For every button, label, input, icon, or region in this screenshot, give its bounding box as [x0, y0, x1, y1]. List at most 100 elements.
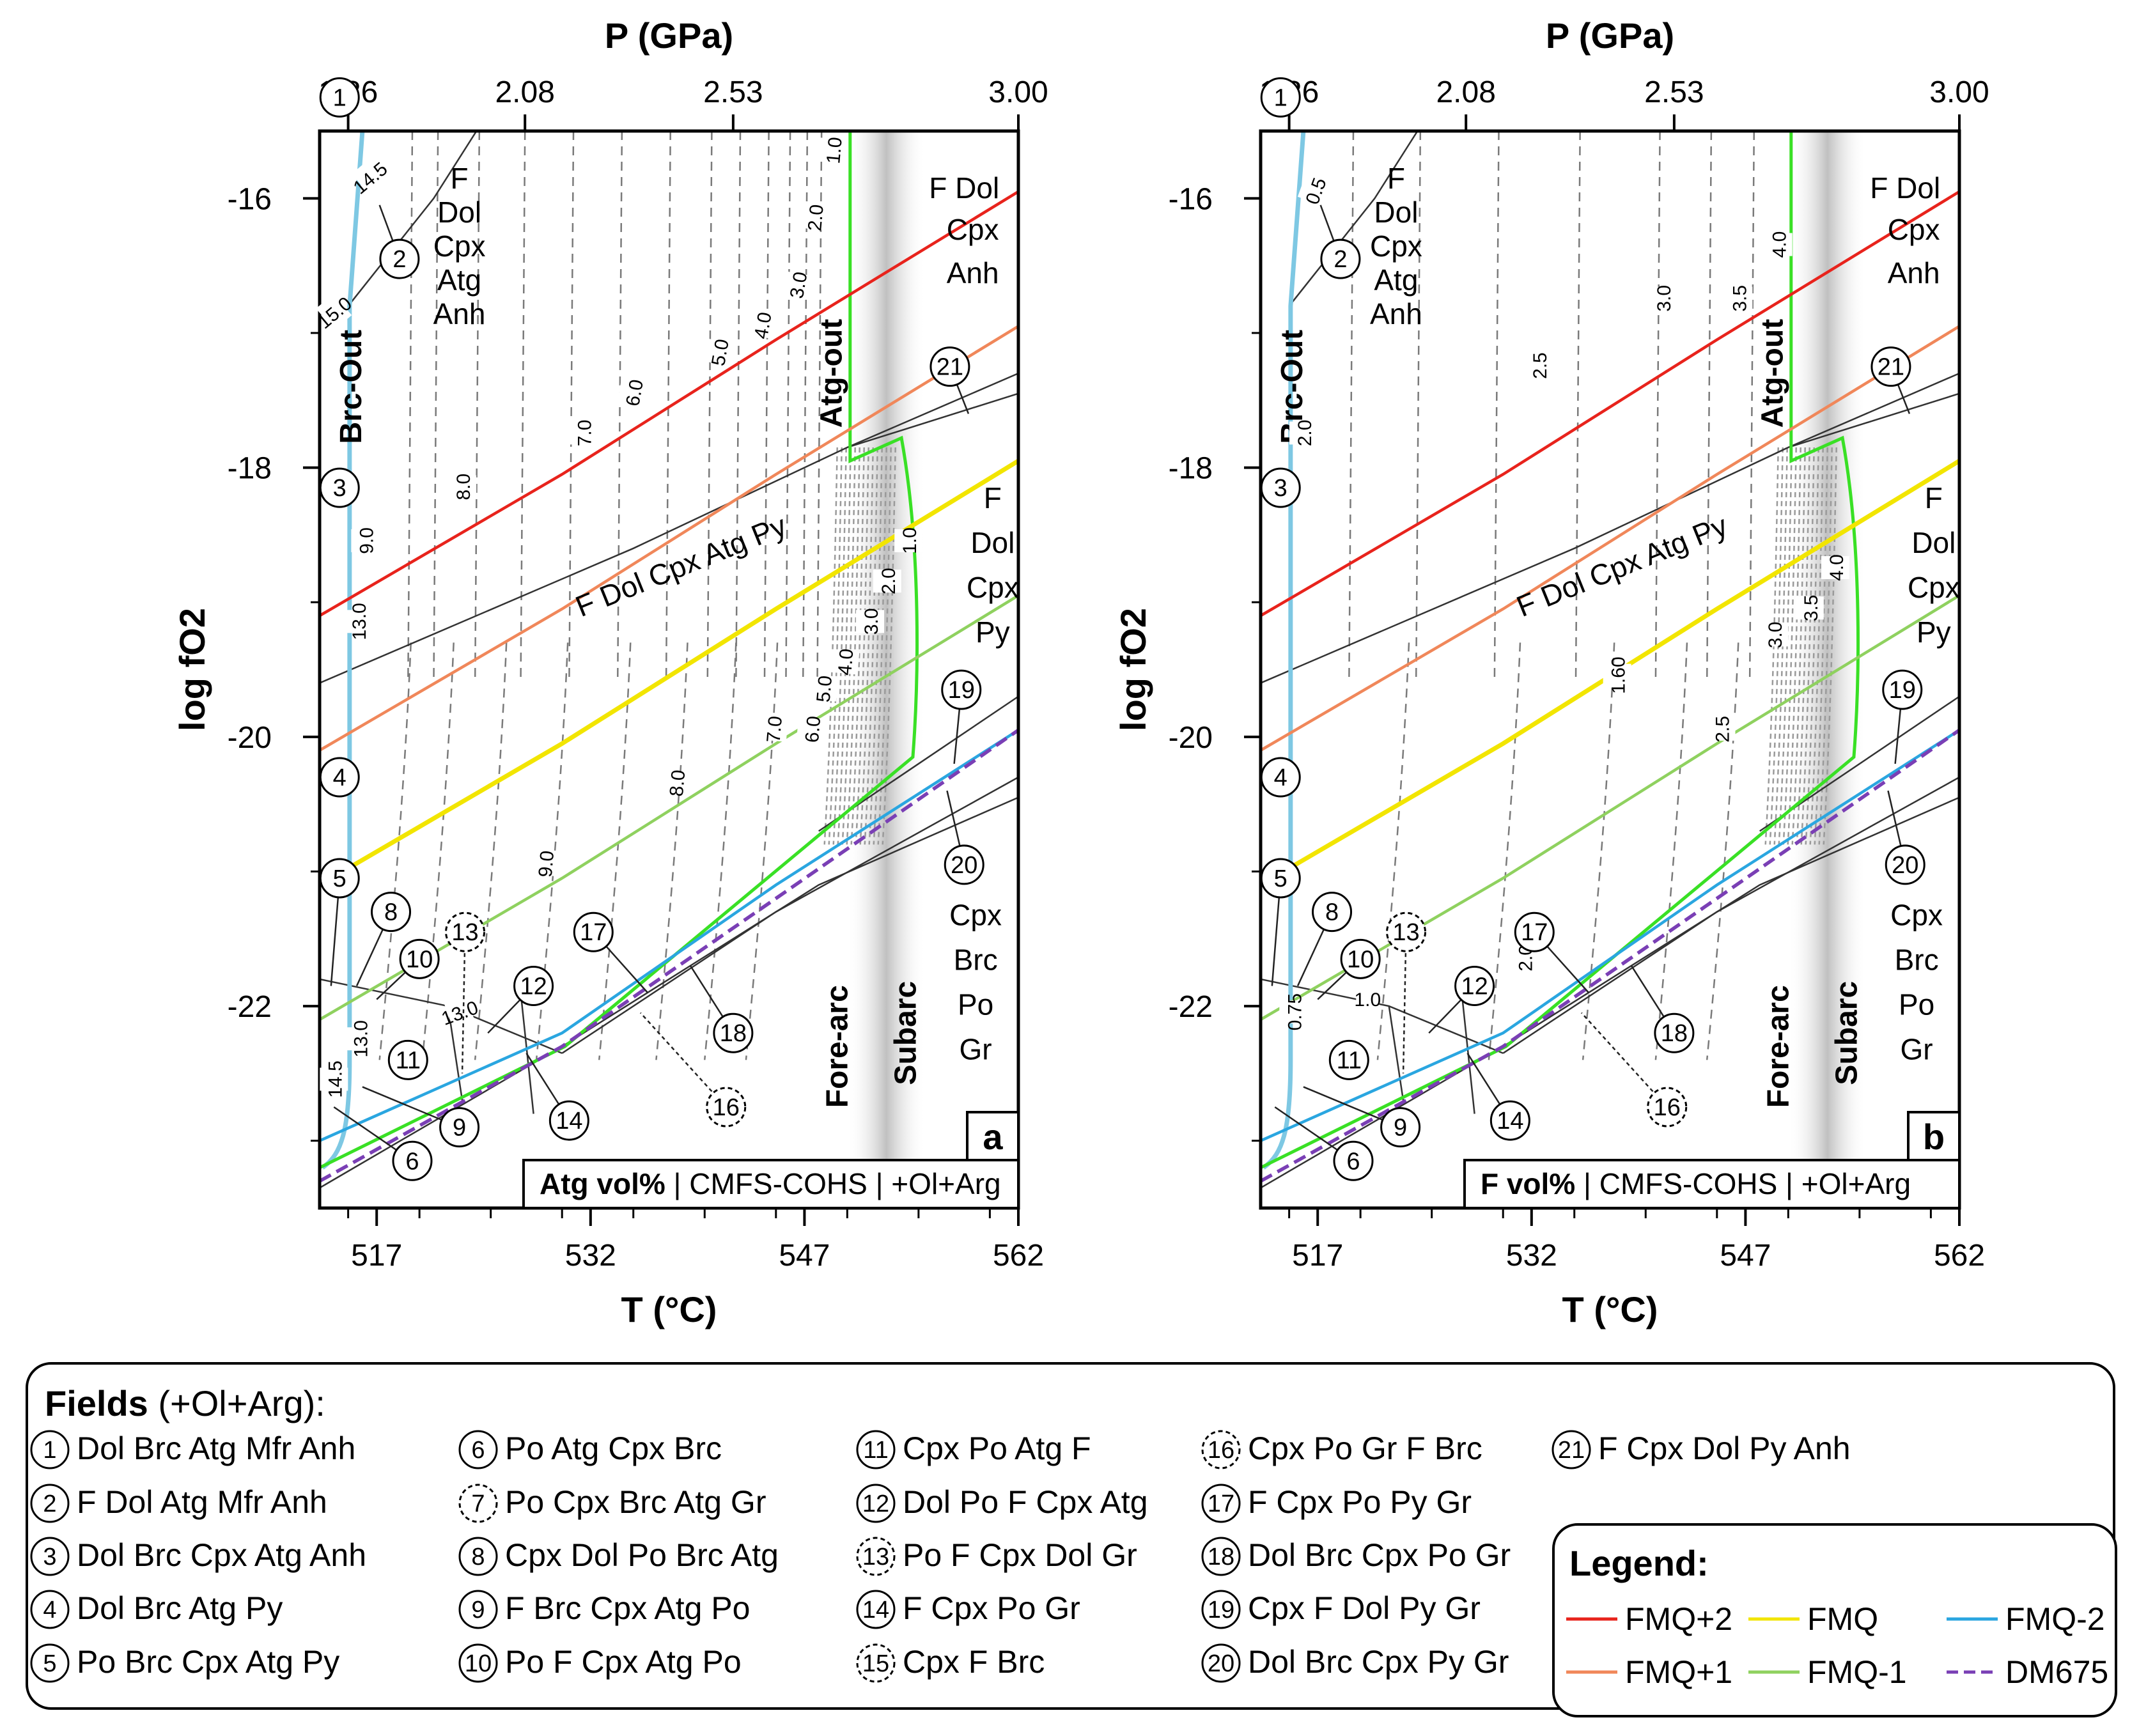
x-tick-label: 517 [351, 1239, 402, 1273]
field-label-gr: Brc [1895, 943, 1939, 977]
contour-label: 4.0 [751, 311, 776, 341]
callout-8: 8 [371, 892, 412, 933]
phase-boundary [846, 392, 1019, 449]
top-tick-label: 2.08 [495, 75, 554, 109]
fields-item-label: Cpx Po Atg F [903, 1430, 1091, 1466]
phase-boundary [1288, 130, 1419, 307]
legend-label: FMQ [1807, 1601, 1878, 1637]
contour-label: 2.5 [1530, 352, 1551, 379]
field-label-atg-anh: Dol [1374, 196, 1418, 229]
fields-item: 20 Dol Brc Cpx Py Gr [1201, 1643, 1509, 1683]
callout-leader [639, 1012, 727, 1108]
callout-circle [1871, 346, 1911, 387]
callout-number: 18 [720, 1020, 747, 1047]
callout-number: 20 [1892, 852, 1918, 879]
fields-item: 3 Dol Brc Cpx Atg Anh [30, 1537, 366, 1576]
dense-contour-line [868, 447, 883, 845]
contour-label: 4.0 [1826, 554, 1847, 581]
atg-out-label: Atg-out [814, 319, 848, 428]
fields-item: 7 Po Cpx Brc Atg Gr [458, 1484, 766, 1523]
panel-a: 5175325475621.862.082.533.00-16-18-20-22… [172, 15, 1048, 1329]
contour-label: 9.0 [535, 849, 559, 878]
fields-item: 1 Dol Brc Atg Mfr Anh [30, 1430, 355, 1469]
contour-label: 4.0 [834, 647, 858, 676]
callout-20: 20 [1885, 844, 1925, 885]
fields-item-label: Dol Brc Atg Py [77, 1590, 283, 1626]
callout-circle [1885, 844, 1925, 885]
callout-8: 8 [1312, 892, 1353, 933]
field-label-py: Cpx [1908, 571, 1960, 604]
callout-number: 18 [1661, 1020, 1688, 1047]
callout-circle [706, 1087, 747, 1128]
callout-16: 16 [1647, 1087, 1688, 1128]
dense-contour-line [1773, 447, 1788, 845]
callout-circle [1647, 1087, 1688, 1128]
legend-item: FMQ+1 [1566, 1654, 1732, 1690]
fields-item-label: Po Atg Cpx Brc [505, 1430, 722, 1466]
contour-label-bg [1510, 946, 1539, 970]
fields-item-number: 13 [862, 1544, 889, 1570]
fields-item: 13 Po F Cpx Dol Gr [856, 1537, 1137, 1576]
fields-item-label: Po F Cpx Dol Gr [903, 1537, 1137, 1573]
callout-number: 9 [453, 1115, 466, 1142]
contour-label-bg [344, 610, 373, 633]
y-axis-title: log fO2 [172, 608, 212, 731]
callout-circle [319, 858, 360, 899]
callout-leader [1402, 932, 1407, 1074]
x-tick-label: 532 [1506, 1239, 1557, 1273]
callout-10: 10 [399, 938, 440, 979]
contour-label-bg [1297, 174, 1332, 206]
field-label-py: Py [976, 616, 1010, 649]
fields-item-circle [856, 1590, 896, 1629]
callout-14: 14 [1490, 1100, 1530, 1141]
fields-item-label: Cpx F Dol Py Gr [1248, 1590, 1481, 1626]
fields-item-label: F Cpx Dol Py Anh [1598, 1430, 1851, 1466]
field-label-atg-anh: F [451, 162, 469, 195]
field-label-atg-anh: Anh [433, 297, 486, 330]
fields-item-circle [1201, 1484, 1241, 1523]
legend-box [1552, 1523, 2117, 1717]
dense-contour-line [864, 447, 878, 845]
fields-title-bold: Fields [45, 1383, 148, 1423]
callout-number: 8 [1325, 899, 1339, 926]
contour-label: 5.0 [708, 337, 733, 368]
contour-label: 3.0 [861, 608, 882, 635]
contour-label-bg [352, 159, 388, 196]
x-tick-label: 532 [565, 1239, 616, 1273]
callout-circle [319, 467, 360, 508]
phase-boundary [447, 1005, 463, 1101]
field-label-anh: Cpx [947, 213, 999, 246]
dense-contour-line [877, 447, 892, 845]
top-tick-label: 2.53 [1644, 75, 1704, 109]
callout-circle [1514, 911, 1555, 952]
callout-number: 6 [405, 1148, 419, 1175]
fields-item-number: 10 [465, 1650, 492, 1677]
field-label-gr: Brc [954, 943, 998, 977]
fields-item: 8 Cpx Dol Po Brc Atg [458, 1537, 779, 1576]
contour-label: 8.0 [666, 769, 690, 797]
callout-17: 17 [573, 911, 614, 952]
contour-label: 3.5 [1801, 594, 1822, 621]
contour-label-bg [1289, 421, 1318, 445]
callout-number: 6 [1346, 1148, 1360, 1175]
series-dm675 [1259, 729, 1961, 1183]
contour-label-bg [1707, 717, 1736, 741]
fields-item-number: 15 [862, 1650, 889, 1677]
callout-1: 1 [1260, 77, 1301, 118]
field-label-atg-anh: Anh [1370, 297, 1422, 330]
fields-item-number: 5 [43, 1650, 56, 1677]
callout-circle [1490, 1100, 1530, 1141]
isopleth-line [1582, 642, 1615, 1060]
legend-label: FMQ-2 [2005, 1601, 2105, 1637]
callout-19: 19 [1882, 669, 1923, 710]
callout-circle [1386, 911, 1427, 952]
fields-item-label: Cpx F Brc [903, 1644, 1045, 1680]
callout-circle [1320, 238, 1361, 279]
field-label-gr: Po [1899, 988, 1934, 1021]
contour-label: 6.0 [802, 715, 825, 743]
fields-item-circle [1201, 1643, 1241, 1683]
isopleth-line [568, 130, 575, 683]
phase-boundary [1260, 446, 1789, 684]
field-label-gr: Cpx [949, 899, 1002, 932]
